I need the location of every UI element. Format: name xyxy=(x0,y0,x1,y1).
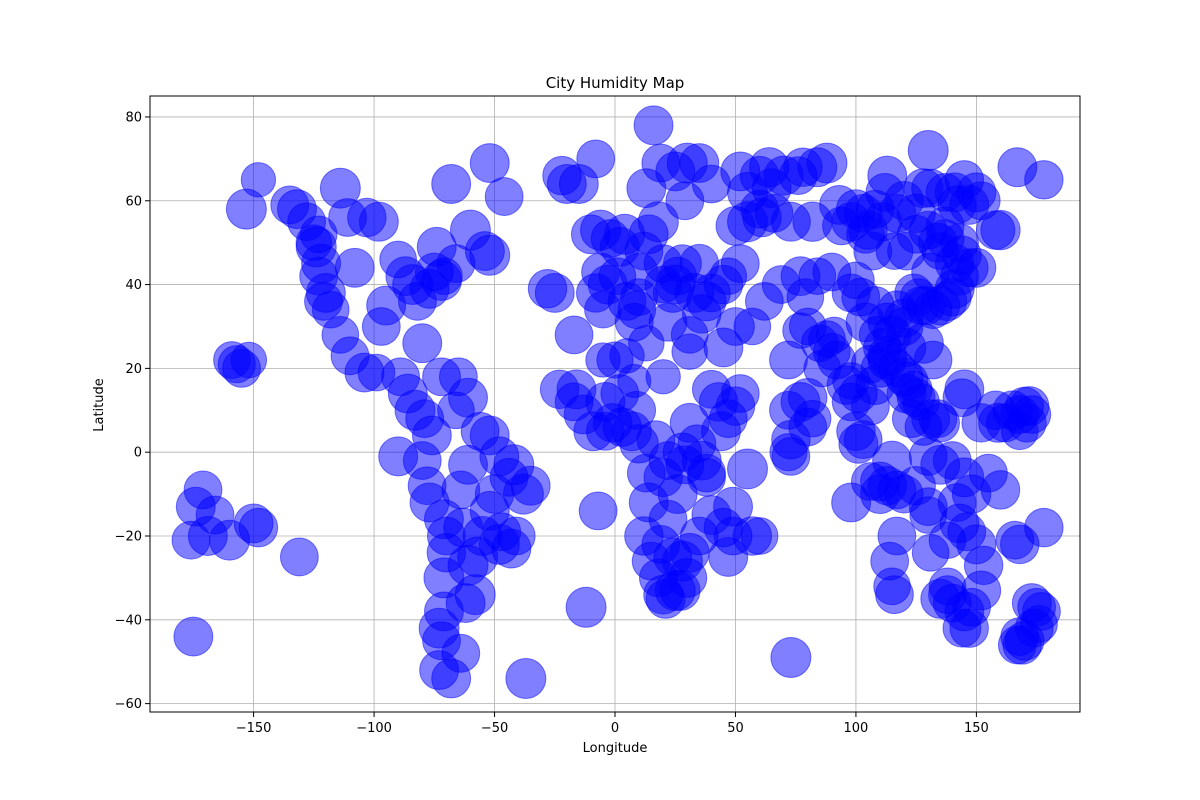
data-point xyxy=(907,129,949,171)
data-point xyxy=(633,105,674,146)
data-point xyxy=(727,448,768,490)
data-point xyxy=(703,327,744,368)
data-point xyxy=(645,578,686,619)
data-point xyxy=(558,164,599,204)
data-point xyxy=(875,575,914,615)
data-point xyxy=(769,340,808,380)
data-point xyxy=(742,197,782,238)
data-point xyxy=(793,399,832,438)
x-tick-label: 0 xyxy=(611,721,619,736)
y-tick-label: 0 xyxy=(134,446,142,461)
data-point xyxy=(617,363,652,398)
data-point xyxy=(1000,617,1040,656)
data-point xyxy=(806,142,848,184)
x-axis-label: Longitude xyxy=(583,741,648,756)
data-point xyxy=(238,507,279,548)
data-point xyxy=(913,340,953,380)
data-point xyxy=(770,637,812,679)
data-point xyxy=(358,201,399,242)
data-point xyxy=(496,516,536,556)
data-point xyxy=(295,224,333,261)
data-point xyxy=(469,143,510,183)
x-tick-label: 50 xyxy=(727,721,744,736)
data-point xyxy=(441,633,481,673)
x-tick-label: 100 xyxy=(844,721,869,736)
data-point xyxy=(815,316,853,354)
data-point xyxy=(585,342,621,378)
y-tick-label: 20 xyxy=(125,362,142,377)
data-point xyxy=(1024,507,1064,548)
data-point xyxy=(489,457,529,497)
data-point xyxy=(279,537,319,577)
data-point xyxy=(464,231,505,271)
data-point xyxy=(980,470,1021,510)
y-tick-label: −20 xyxy=(115,530,142,545)
data-point xyxy=(713,486,754,527)
data-point xyxy=(720,244,760,284)
data-point xyxy=(720,374,760,413)
x-tick-label: −100 xyxy=(356,721,392,736)
data-point xyxy=(334,247,375,288)
data-point xyxy=(554,315,594,355)
data-point xyxy=(527,269,568,309)
data-point xyxy=(173,616,214,657)
y-tick-label: 40 xyxy=(125,278,142,293)
axis-ticks: −150 −100 −50 0 50 100 150 −60 −40 −20 0 20 40 60 80 xyxy=(115,110,989,736)
data-point xyxy=(230,341,268,379)
data-point xyxy=(431,164,472,204)
y-tick-label: 80 xyxy=(125,110,142,125)
data-point xyxy=(928,521,967,560)
data-point xyxy=(645,359,681,395)
data-point xyxy=(425,257,463,296)
data-point xyxy=(225,188,267,230)
y-tick-label: 60 xyxy=(125,194,142,209)
data-point xyxy=(928,567,967,606)
data-point xyxy=(505,657,547,699)
x-tick-label: −50 xyxy=(481,721,508,736)
data-point xyxy=(902,383,940,421)
data-point xyxy=(484,177,524,216)
data-point xyxy=(1024,160,1064,200)
y-axis-label: Latitude xyxy=(92,378,107,432)
data-point xyxy=(565,586,607,628)
data-point xyxy=(838,423,879,464)
data-point xyxy=(643,457,683,498)
data-point xyxy=(304,281,343,321)
data-point xyxy=(402,323,443,364)
data-point xyxy=(460,411,500,451)
data-point xyxy=(441,470,481,510)
data-point xyxy=(909,496,948,534)
x-tick-label: 150 xyxy=(964,721,989,736)
y-tick-label: −40 xyxy=(115,613,142,628)
data-point xyxy=(628,324,665,362)
chart-title: City Humidity Map xyxy=(546,74,685,92)
y-tick-label: −60 xyxy=(115,697,142,712)
data-point xyxy=(578,491,618,531)
data-point xyxy=(975,210,1016,250)
data-point xyxy=(855,189,895,229)
data-points xyxy=(171,105,1064,699)
data-point xyxy=(740,517,779,555)
data-point xyxy=(949,248,989,288)
x-tick-label: −150 xyxy=(236,721,272,736)
